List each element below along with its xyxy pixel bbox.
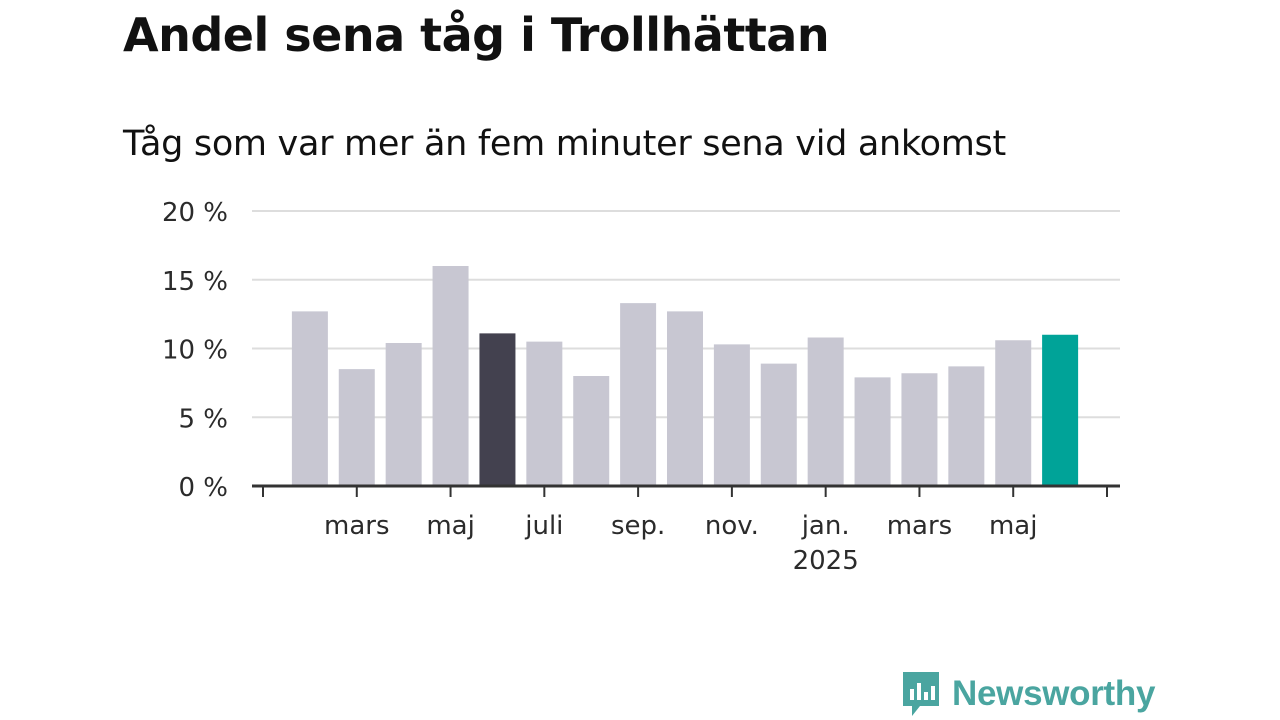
x-tick-label: nov. xyxy=(705,511,759,541)
bar xyxy=(807,337,844,486)
bar xyxy=(760,363,797,486)
x-tick-label: mars xyxy=(887,511,953,541)
bar xyxy=(385,343,422,486)
x-tick-label: maj xyxy=(426,511,474,541)
chart-title: Andel sena tåg i Trollhättan xyxy=(123,8,830,62)
y-axis-ticks: 0 % 5 % 10 % 15 % 20 % xyxy=(162,198,228,503)
x-tick-label: sep. xyxy=(611,511,665,541)
bar xyxy=(291,311,328,486)
bar xyxy=(948,366,985,486)
bar xyxy=(713,344,750,486)
bar xyxy=(854,377,891,486)
y-tick-label: 15 % xyxy=(162,267,228,297)
x-tick-label: maj xyxy=(989,511,1037,541)
bar xyxy=(1042,334,1079,486)
x-tick-label: mars xyxy=(324,511,390,541)
y-tick-label: 20 % xyxy=(162,198,228,228)
brand-logo: Newsworthy xyxy=(900,668,1155,720)
bar xyxy=(526,341,563,486)
y-tick-label: 0 % xyxy=(178,473,228,503)
bar xyxy=(573,376,610,486)
brand-name: Newsworthy xyxy=(952,674,1156,713)
x-tick-label: juli xyxy=(524,511,563,541)
bar xyxy=(995,340,1032,486)
x-tick-year-label: 2025 xyxy=(793,546,859,576)
bar xyxy=(479,333,516,486)
bar xyxy=(667,311,703,486)
x-tick-label: jan. xyxy=(801,511,850,541)
bar xyxy=(620,303,657,486)
chart-subtitle: Tåg som var mer än fem minuter sena vid … xyxy=(123,124,1006,164)
x-axis: mars maj juli sep. nov. jan. 2025 mars maj xyxy=(252,484,1120,576)
y-tick-label: 5 % xyxy=(178,404,228,434)
y-tick-label: 10 % xyxy=(162,336,228,366)
bars xyxy=(291,266,1079,486)
newsworthy-logo-icon xyxy=(903,672,939,716)
bar xyxy=(338,369,375,486)
bar xyxy=(901,373,938,486)
bar xyxy=(432,266,469,486)
